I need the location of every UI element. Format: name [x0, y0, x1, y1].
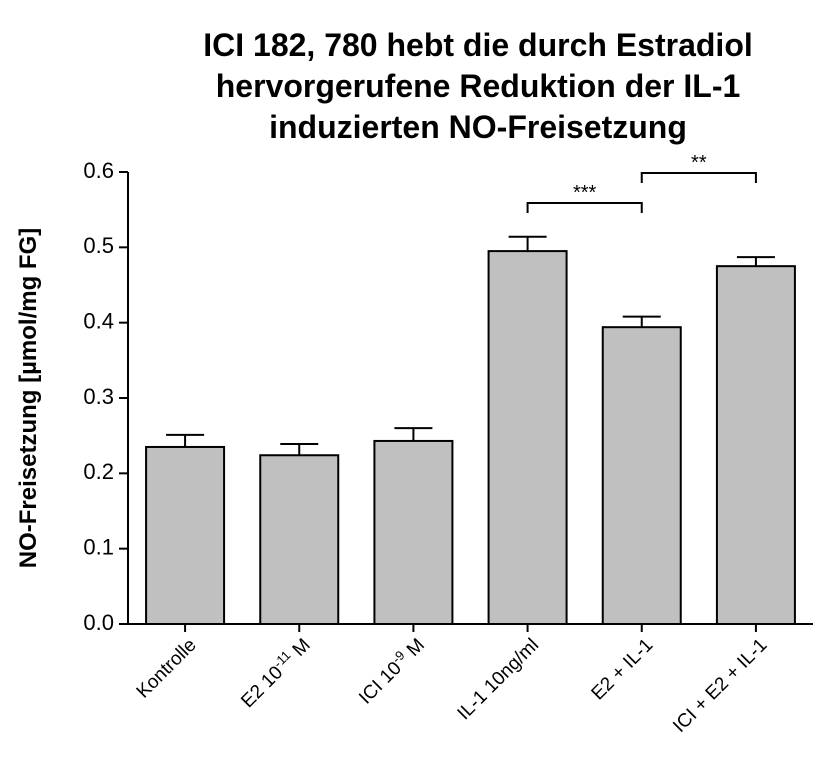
y-tick-label: 0.4: [83, 308, 114, 333]
x-tick-label-part: Kontrolle: [133, 635, 201, 703]
x-tick-label: IL-1 10ng/ml: [454, 635, 544, 725]
significance-label: **: [691, 152, 707, 174]
x-tick-label-part: ICI + E2 + IL-1: [669, 635, 771, 737]
y-tick-label: 0.2: [83, 459, 114, 484]
y-tick-label: 0.3: [83, 384, 114, 409]
bar: [259, 454, 340, 625]
chart-title: hervorgerufene Reduktion der IL-1: [216, 68, 741, 104]
chart-title: induzierten NO-Freisetzung: [269, 109, 687, 145]
y-tick-label: 0.1: [83, 534, 114, 559]
x-tick-label: ICI + E2 + IL-1: [669, 635, 771, 737]
x-tick-label: E2 10-11 M: [235, 632, 315, 712]
x-tick-label: Kontrolle: [133, 635, 201, 703]
bar: [715, 265, 796, 625]
y-axis-label: NO-Freisetzung [µmol/mg FG]: [15, 228, 42, 569]
significance-bracket: [640, 172, 757, 183]
significance-bracket: [526, 202, 643, 213]
y-tick-label: 0.6: [83, 158, 114, 183]
bar: [487, 250, 568, 625]
x-tick-label: E2 + IL-1: [588, 635, 658, 705]
bar: [373, 439, 454, 625]
x-tick-label-part: E2 + IL-1: [588, 635, 658, 705]
significance-label: ***: [573, 182, 597, 204]
chart-title: ICI 182, 780 hebt die durch Estradiol: [203, 27, 753, 63]
bar: [601, 326, 682, 625]
bar: [145, 445, 226, 626]
x-tick-label-part: IL-1 10ng/ml: [454, 635, 544, 725]
x-tick-label: ICI 10-9 M: [353, 632, 429, 708]
y-tick-label: 0.0: [83, 610, 114, 635]
y-tick-label: 0.5: [83, 233, 114, 258]
